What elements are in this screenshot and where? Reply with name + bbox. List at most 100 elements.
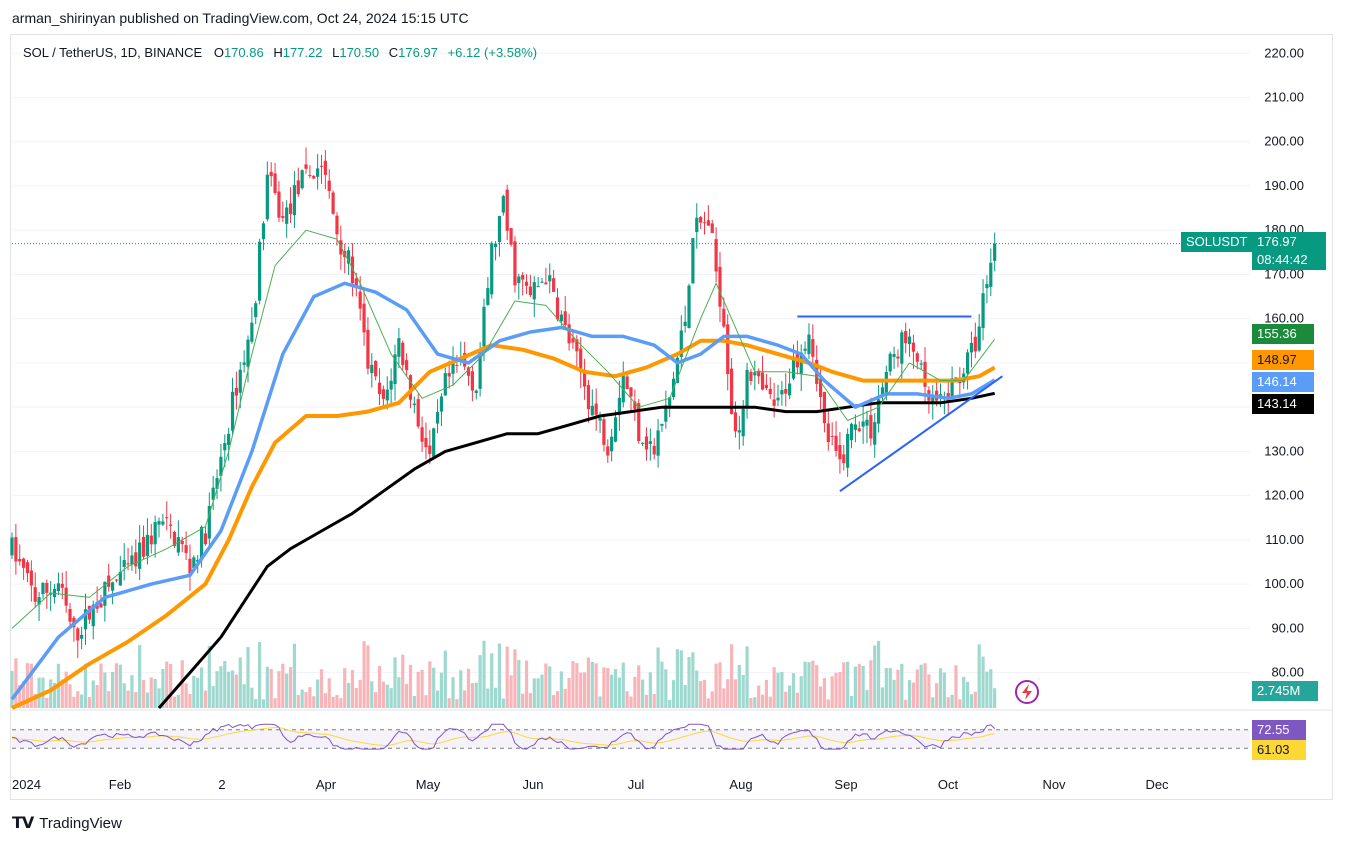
volume-bar — [188, 693, 192, 708]
volume-bar — [582, 672, 587, 708]
candle-body — [393, 354, 397, 385]
candle-body — [791, 357, 796, 379]
candle-body — [563, 311, 567, 325]
volume-bar — [753, 697, 757, 708]
candle-body — [258, 241, 262, 301]
volume-bar — [683, 685, 687, 708]
candle-body — [60, 583, 64, 588]
volume-bar — [664, 669, 668, 708]
volume-bar — [199, 667, 204, 708]
candle-body — [745, 369, 749, 408]
candle-body — [312, 175, 316, 179]
candle-body — [138, 542, 142, 569]
chart-frame[interactable] — [10, 34, 1333, 800]
volume-bar — [68, 684, 72, 708]
volume-bar — [157, 688, 161, 708]
volume-bar — [447, 698, 451, 708]
volume-bar — [977, 644, 981, 708]
volume-bar — [107, 691, 111, 708]
x-tick-label: Jun — [523, 777, 544, 792]
volume-bar — [374, 692, 378, 708]
candle-body — [907, 336, 912, 345]
volume-bar — [815, 665, 819, 708]
volume-bar — [470, 683, 474, 708]
volume-bar — [432, 667, 436, 708]
volume-bar — [757, 685, 761, 708]
candle-body — [552, 278, 556, 292]
candle-body — [714, 239, 718, 272]
volume-bar — [675, 649, 680, 708]
candle-body — [192, 557, 196, 568]
candle-body — [273, 173, 277, 194]
candle-body — [768, 388, 772, 395]
volume-bar — [350, 670, 355, 708]
volume-bar — [811, 660, 815, 708]
candle-body — [501, 196, 505, 213]
volume-bar — [95, 685, 99, 708]
volume-bar — [312, 696, 316, 708]
volume-bar — [532, 678, 536, 708]
candle-body — [613, 417, 618, 442]
volume-bar — [935, 683, 939, 708]
volume-bar — [846, 661, 850, 708]
volume-bar — [965, 681, 970, 708]
candle-body — [869, 415, 873, 439]
rsi-tag: 72.55 — [1252, 720, 1306, 740]
volume-bar — [818, 686, 823, 708]
volume-bar — [865, 689, 869, 708]
candle-body — [435, 412, 440, 424]
candle-body — [474, 390, 478, 393]
candle-body — [83, 609, 88, 630]
volume-bar — [540, 674, 544, 708]
volume-bar — [145, 692, 150, 708]
footer-brand[interactable]: 𝗧𝗩 TradingView — [12, 813, 122, 833]
volume-bar — [130, 675, 134, 708]
symbol-legend: SOL / TetherUS, 1D, BINANCE O170.86 H177… — [23, 45, 537, 60]
volume-bar — [791, 673, 796, 708]
candle-body — [405, 360, 409, 371]
x-tick-label: Aug — [729, 777, 752, 792]
volume-bar — [838, 671, 842, 708]
volume-bar — [660, 661, 664, 708]
ma-orange-tag: 148.97 — [1252, 350, 1314, 370]
volume-bar — [486, 688, 490, 708]
candle-body — [323, 160, 327, 175]
candle-body — [582, 372, 587, 387]
publisher-line: arman_shirinyan published on TradingView… — [12, 10, 469, 26]
candle-body — [741, 408, 745, 437]
volume-bar — [699, 681, 703, 708]
volume-bar — [165, 661, 169, 708]
candle-body — [401, 342, 405, 366]
candle-body — [517, 276, 521, 284]
candle-body — [865, 419, 869, 426]
volume-bar — [741, 674, 745, 708]
candle-body — [633, 401, 637, 409]
candle-body — [370, 364, 374, 374]
candle-body — [141, 536, 146, 557]
volume-bar — [52, 683, 57, 708]
volume-bar — [691, 652, 695, 708]
candle-body — [265, 174, 269, 220]
volume-bar — [869, 660, 873, 708]
y-tick-label: 90.00 — [1271, 620, 1304, 635]
y-tick-label: 130.00 — [1264, 443, 1304, 458]
volume-bar — [497, 643, 502, 708]
candle-body — [68, 608, 72, 622]
volume-bar — [598, 696, 602, 708]
candle-body — [629, 387, 633, 397]
volume-bar — [397, 677, 401, 708]
volume-bar — [327, 678, 331, 708]
candle-body — [134, 552, 138, 567]
candle-body — [621, 373, 625, 403]
candle-body — [726, 324, 730, 375]
candle-body — [277, 191, 281, 218]
volume-bar — [923, 663, 927, 708]
candle-body — [463, 353, 467, 367]
y-tick-label: 110.00 — [1265, 532, 1304, 547]
volume-bar — [180, 660, 184, 708]
volume-bar — [857, 664, 861, 708]
candle-body — [722, 308, 726, 327]
volume-bar — [625, 691, 629, 708]
volume-bar — [335, 694, 339, 708]
